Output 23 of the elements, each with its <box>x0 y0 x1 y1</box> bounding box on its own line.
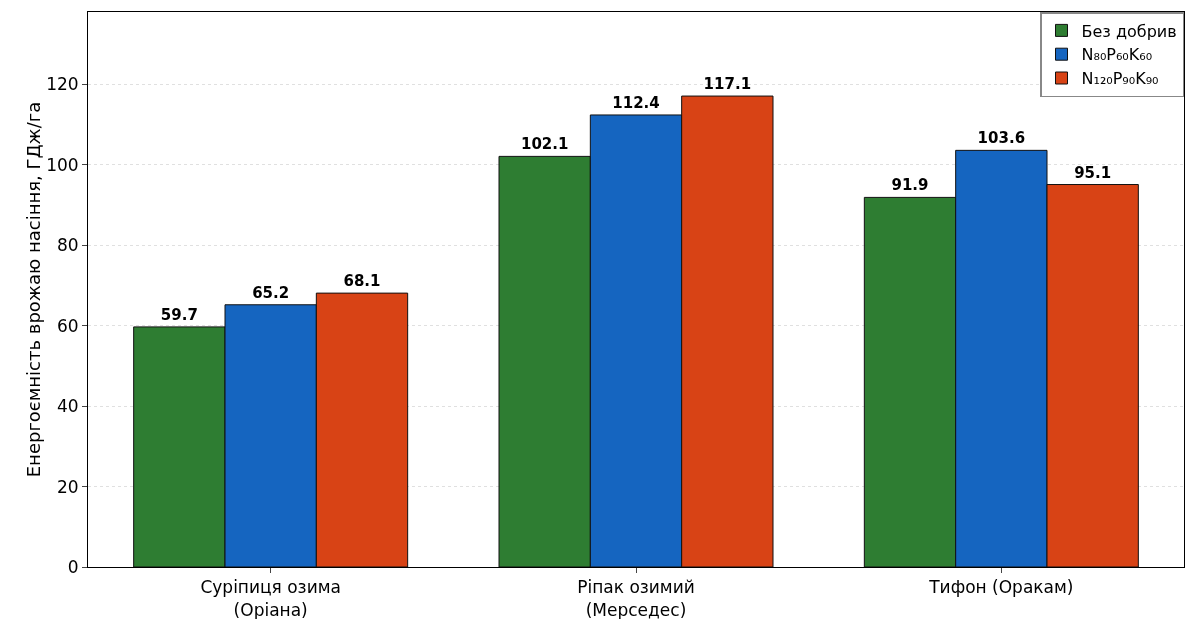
x-tick-label: Суріпиця озима (Оріана) <box>200 577 341 619</box>
x-tick-label: Ріпак озимий (Мерседес) <box>577 577 695 619</box>
y-tick-label: 40 <box>56 396 79 417</box>
y-tick-label: 60 <box>56 315 79 336</box>
legend-label: N₈₀P₆₀K₆₀ <box>1081 45 1153 65</box>
data-label: 68.1 <box>343 272 381 291</box>
data-label: 65.2 <box>252 283 290 302</box>
data-label: 117.1 <box>703 75 752 94</box>
data-label: 112.4 <box>612 93 660 112</box>
y-axis-title: Енергоємність врожаю насіння, ГДж/га <box>23 101 45 478</box>
legend-label: N₁₂₀P₉₀K₉₀ <box>1081 69 1159 89</box>
data-label: 59.7 <box>160 305 198 324</box>
data-label: 91.9 <box>891 176 929 195</box>
data-label: 103.6 <box>977 129 1026 148</box>
data-label: 102.1 <box>520 135 569 154</box>
x-tick-label: Тифон (Оракам) <box>928 577 1074 598</box>
y-tick-label: 0 <box>67 556 79 577</box>
legend-label: Без добрив <box>1081 21 1177 41</box>
data-label: 95.1 <box>1074 163 1112 182</box>
y-tick-label: 120 <box>46 74 79 95</box>
y-tick-label: 80 <box>56 235 79 256</box>
y-tick-label: 100 <box>46 154 79 175</box>
y-tick-label: 20 <box>56 476 79 497</box>
